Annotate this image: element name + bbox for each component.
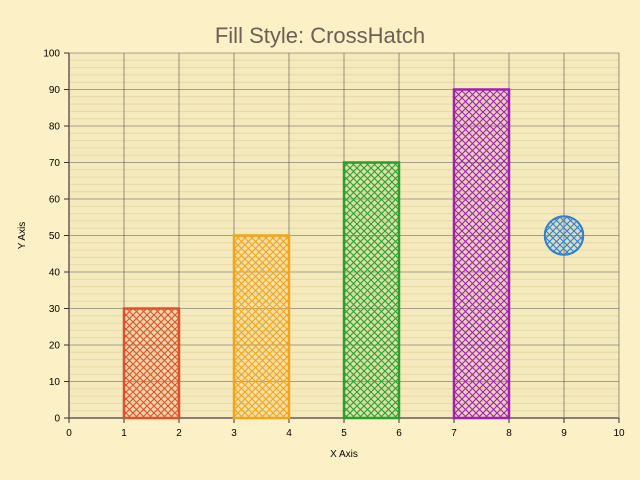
point-1 bbox=[543, 215, 585, 256]
y-tick-label: 70 bbox=[49, 158, 61, 169]
bar-3 bbox=[342, 161, 401, 420]
x-tick-label: 1 bbox=[121, 428, 127, 439]
chart-marks bbox=[122, 88, 585, 420]
y-axis-label: Y Axis bbox=[17, 222, 28, 250]
x-axis-label: X Axis bbox=[330, 449, 358, 460]
y-tick-label: 10 bbox=[49, 377, 61, 388]
x-tick-label: 4 bbox=[286, 428, 292, 439]
bar-4 bbox=[452, 88, 511, 420]
y-tick-label: 40 bbox=[49, 268, 61, 279]
y-tick-label: 50 bbox=[49, 231, 61, 242]
y-tick-label: 20 bbox=[49, 341, 61, 352]
y-tick-label: 30 bbox=[49, 304, 61, 315]
bar-2 bbox=[232, 234, 291, 420]
bar-1 bbox=[122, 307, 181, 420]
x-tick-label: 3 bbox=[231, 428, 237, 439]
x-tick-label: 8 bbox=[506, 428, 512, 439]
x-tick-label: 7 bbox=[451, 428, 457, 439]
x-tick-label: 9 bbox=[561, 428, 567, 439]
x-tick-label: 2 bbox=[176, 428, 182, 439]
chart-title: Fill Style: CrossHatch bbox=[215, 23, 425, 48]
x-tick-label: 5 bbox=[341, 428, 347, 439]
y-tick-label: 80 bbox=[49, 122, 61, 133]
y-tick-label: 90 bbox=[49, 85, 61, 96]
x-tick-label: 0 bbox=[66, 428, 72, 439]
x-tick-label: 10 bbox=[613, 428, 625, 439]
y-tick-label: 100 bbox=[43, 49, 60, 60]
x-tick-label: 6 bbox=[396, 428, 402, 439]
y-tick-label: 0 bbox=[54, 414, 60, 425]
y-tick-label: 60 bbox=[49, 195, 61, 206]
